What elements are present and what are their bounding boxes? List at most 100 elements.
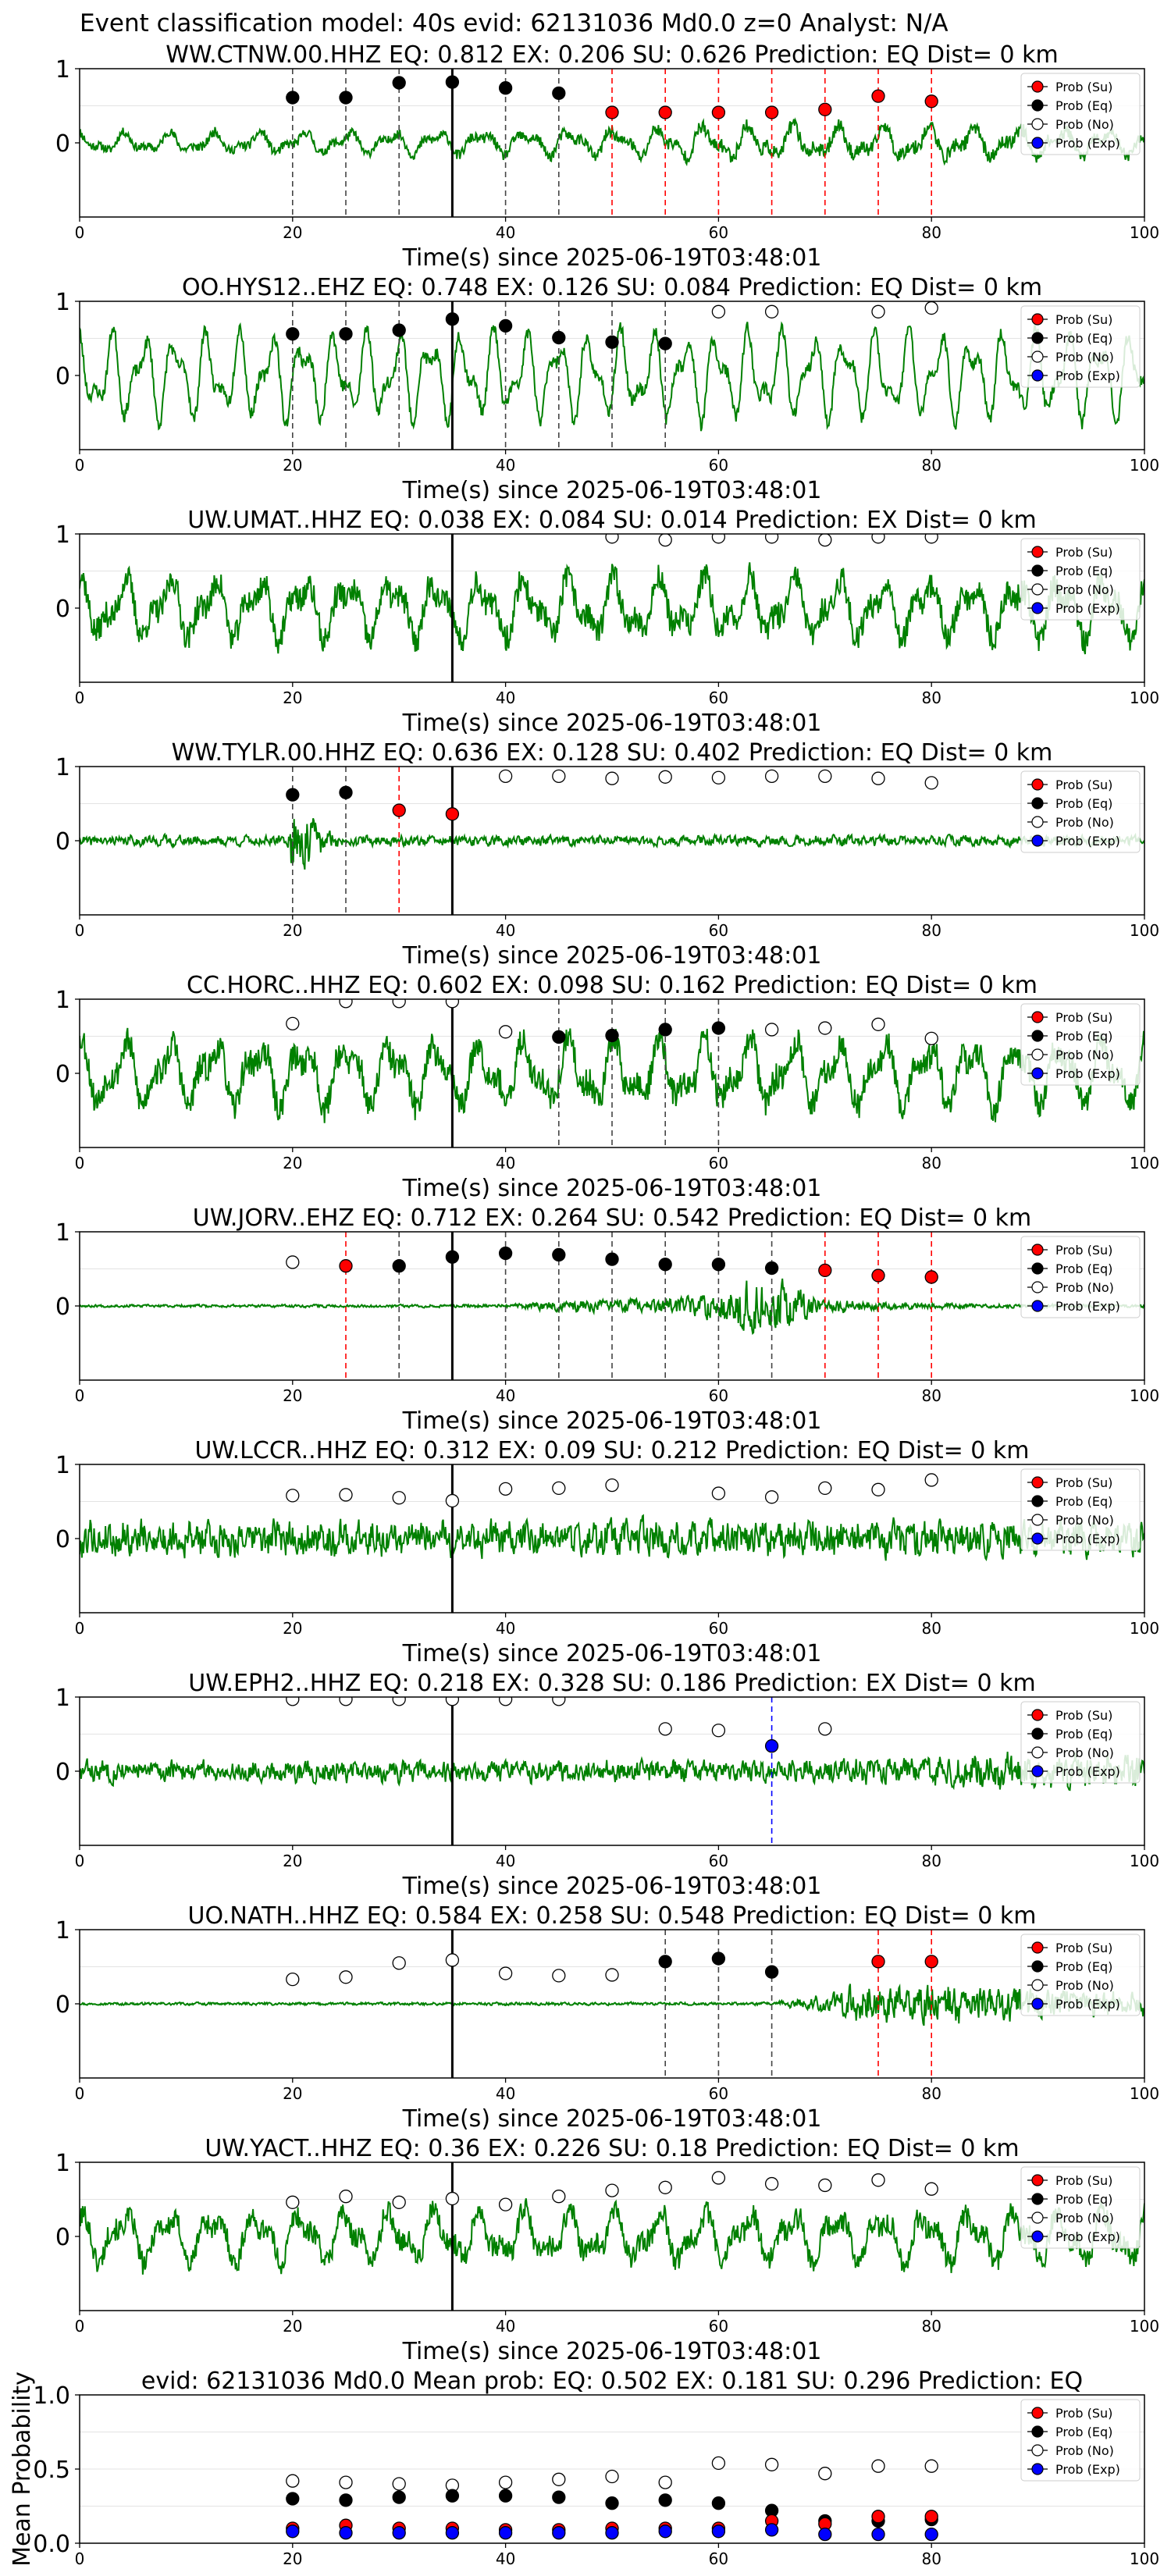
legend-box (1020, 1701, 1141, 1784)
x-tick-label: 0 (75, 2084, 85, 2103)
x-tick-label: 40 (496, 2084, 515, 2103)
x-tick-label: 60 (709, 1852, 728, 1870)
legend-marker-su (1031, 778, 1044, 791)
x-tick-label: 20 (283, 2317, 302, 2336)
prob-point-su (871, 1955, 885, 1969)
x-tick-label: 20 (283, 1386, 302, 1405)
y-tick-label: 0 (55, 1526, 70, 1553)
chart-panel-3: UW.UMAT..HHZ EQ: 0.038 EX: 0.084 SU: 0.0… (55, 507, 1159, 737)
chart-panel-5: CC.HORC..HHZ EQ: 0.602 EX: 0.098 SU: 0.1… (55, 972, 1159, 1202)
legend-label: Prob (Eq) (1055, 1494, 1112, 1509)
y-tick-label: 0 (55, 130, 70, 158)
mean-point-eq (711, 2496, 726, 2510)
x-tick-label: 100 (1130, 688, 1159, 707)
x-tick-label: 40 (496, 1619, 515, 1638)
legend-marker-no (1031, 350, 1044, 363)
legend-box (1020, 305, 1141, 388)
legend-marker-eq (1031, 1262, 1044, 1275)
prob-point-no (818, 769, 832, 783)
x-tick-label: 80 (921, 456, 941, 475)
x-tick-label: 60 (709, 688, 728, 707)
prob-point-eq (445, 1250, 460, 1264)
prob-point-eq (498, 1246, 513, 1261)
legend-marker-no (1031, 1281, 1044, 1293)
prob-point-no (924, 2182, 938, 2196)
prob-point-no (339, 1970, 353, 1984)
legend-label: Prob (Su) (1055, 1941, 1112, 1955)
prob-point-eq (711, 1952, 726, 1966)
prob-point-su (818, 102, 832, 116)
x-tick-label: 0 (75, 921, 85, 940)
y-tick-label: 1.0 (33, 2382, 70, 2410)
y-tick-label: 1 (55, 987, 70, 1014)
prob-point-eq (498, 81, 513, 95)
chart-panel-2: OO.HYS12..EHZ EQ: 0.748 EX: 0.126 SU: 0.… (55, 274, 1159, 504)
x-tick-label: 100 (1130, 2317, 1159, 2336)
mean-point-no (871, 2459, 885, 2473)
x-tick-label: 0 (75, 2317, 85, 2336)
panel-title: evid: 62131036 Md0.0 Mean prob: EQ: 0.50… (141, 2368, 1083, 2395)
legend-label: Prob (Exp) (1055, 1997, 1120, 2012)
x-tick-label: 80 (921, 2317, 941, 2336)
legend-marker-no (1031, 583, 1044, 596)
mean-point-exp (871, 2527, 885, 2542)
mean-point-exp (764, 2523, 779, 2537)
x-tick-label: 100 (1130, 1386, 1159, 1405)
prob-point-su (764, 105, 779, 119)
prob-point-no (764, 1490, 779, 1504)
prob-point-no (711, 1486, 726, 1500)
legend: Prob (Su) Prob (Eq) Prob (No) Prob (Exp) (1020, 538, 1141, 621)
legend-marker-su (1031, 1244, 1044, 1256)
y-tick-label: 0 (55, 828, 70, 856)
prob-point-eq (552, 1030, 566, 1044)
prob-point-no (392, 999, 406, 1009)
plot-area (80, 1930, 1144, 2078)
prob-point-eq (658, 1955, 672, 1969)
prob-point-no (764, 534, 779, 544)
legend-marker-eq (1031, 1960, 1044, 1973)
legend-label: Prob (No) (1055, 1978, 1114, 1993)
x-tick-label: 20 (283, 1852, 302, 1870)
y-tick-label: 0 (55, 1293, 70, 1321)
x-tick-label: 100 (1130, 1154, 1159, 1172)
legend-marker-eq (1031, 99, 1044, 112)
panels: WW.CTNW.00.HHZ EQ: 0.812 EX: 0.206 SU: 0… (9, 41, 1159, 2568)
mean-point-exp (445, 2526, 460, 2540)
x-tick-label: 80 (921, 1154, 941, 1172)
mean-point-eq (605, 2496, 619, 2510)
y-tick-label: 1 (55, 56, 70, 84)
legend: Prob (Su) Prob (Eq) Prob (No) Prob (Exp) (1020, 1934, 1141, 2016)
prob-point-no (339, 1488, 353, 1502)
mean-point-eq (445, 2489, 460, 2503)
legend-marker-no (1031, 1048, 1044, 1061)
prob-point-eq (552, 1247, 566, 1262)
x-tick-label: 80 (921, 1619, 941, 1638)
prob-point-su (658, 105, 672, 119)
mean-point-eq (552, 2490, 566, 2504)
prob-point-no (552, 1481, 566, 1496)
legend: Prob (Su) Prob (Eq) Prob (No) Prob (Exp) (1020, 2166, 1141, 2249)
legend-label: Prob (Exp) (1055, 1299, 1120, 1314)
legend-label: Prob (Eq) (1055, 331, 1112, 346)
legend-marker-no (1031, 1746, 1044, 1759)
prob-point-eq (658, 1258, 672, 1272)
legend-label: Prob (No) (1055, 350, 1114, 365)
legend-marker-eq (1031, 1495, 1044, 1507)
legend-label: Prob (Su) (1055, 2406, 1112, 2421)
prob-point-eq (339, 785, 353, 799)
x-axis-label: Time(s) since 2025-06-19T03:48:01 (402, 2105, 822, 2133)
x-tick-label: 60 (709, 921, 728, 940)
panel-title: UW.JORV..EHZ EQ: 0.712 EX: 0.264 SU: 0.5… (193, 1204, 1031, 1232)
prob-point-no (658, 1722, 672, 1736)
legend-label: Prob (Exp) (1055, 2462, 1120, 2477)
chart-panel-10: UW.YACT..HHZ EQ: 0.36 EX: 0.226 SU: 0.18… (55, 2135, 1159, 2365)
prob-point-su (711, 105, 726, 119)
x-tick-label: 100 (1130, 2549, 1159, 2568)
legend-marker-no (1031, 2444, 1044, 2457)
waveform-trace (80, 562, 1144, 655)
legend-marker-su (1031, 1476, 1044, 1489)
mean-point-exp (286, 2524, 300, 2539)
prob-point-eq (392, 323, 406, 337)
x-tick-label: 80 (921, 1386, 941, 1405)
x-tick-label: 20 (283, 921, 302, 940)
